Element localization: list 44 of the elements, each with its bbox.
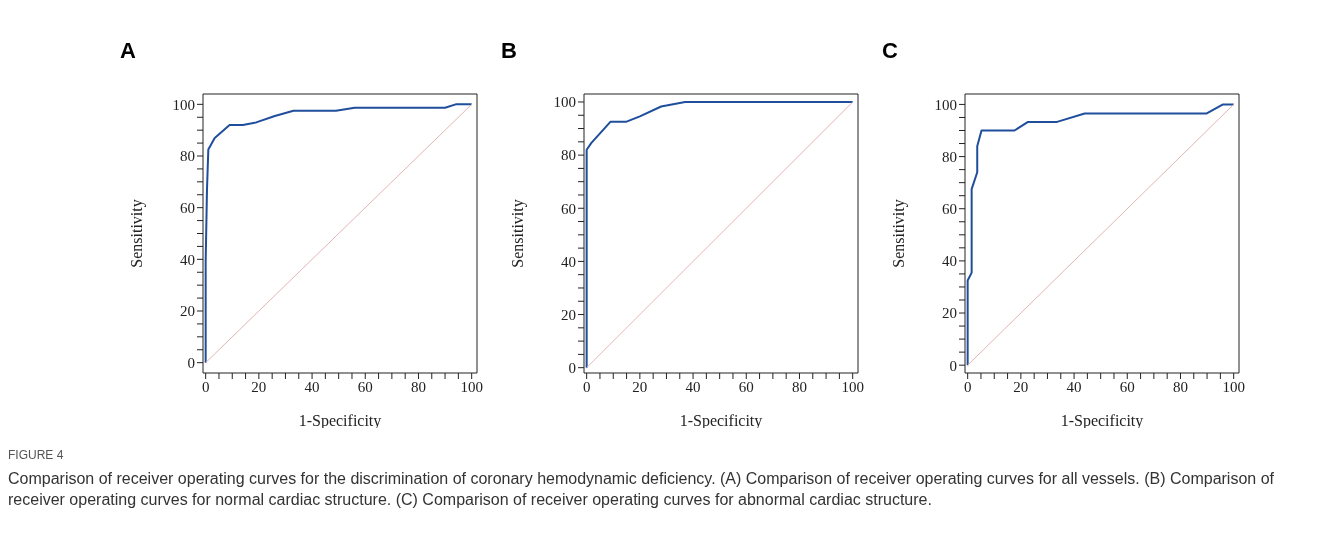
y-tick-label: 0 (187, 354, 195, 371)
caption: FIGURE 4 (8, 448, 65, 462)
x-tick-label: 40 (1066, 378, 1082, 395)
y-axis-title: Sensitivity (508, 199, 527, 268)
x-tick-label: 20 (632, 378, 648, 395)
y-tick-label: 0 (949, 357, 957, 374)
y-tick-label: 20 (942, 305, 957, 322)
y-tick-label: 80 (561, 147, 576, 164)
y-tick-label: 100 (553, 94, 576, 111)
x-tick-label: 100 (1222, 378, 1245, 395)
chart-title: B (501, 38, 517, 64)
x-tick-label: 60 (738, 378, 754, 395)
y-tick-label: 100 (172, 96, 195, 113)
y-tick-label: 20 (180, 303, 195, 320)
x-tick-label: 60 (357, 378, 373, 395)
x-tick-label: 80 (791, 378, 807, 395)
x-tick-label: 0 (201, 378, 210, 395)
x-tick-label: 20 (251, 378, 267, 395)
y-tick-label: 100 (934, 96, 957, 113)
x-tick-label: 60 (1119, 378, 1135, 395)
x-tick-label: 100 (460, 378, 483, 395)
y-tick-label: 60 (180, 199, 195, 216)
y-axis-title: Sensitivity (127, 199, 146, 268)
x-tick-label: 0 (582, 378, 591, 395)
x-tick-label: 100 (841, 378, 864, 395)
chart-title: C (882, 38, 898, 64)
y-tick-label: 80 (942, 148, 957, 165)
x-tick-label: 80 (1172, 378, 1188, 395)
y-tick-label: 40 (942, 253, 957, 270)
y-tick-label: 60 (942, 201, 957, 218)
x-tick-label: 40 (304, 378, 320, 395)
x-tick-label: 0 (963, 378, 972, 395)
y-tick-label: 40 (180, 251, 195, 268)
y-axis-title: Sensitivity (889, 199, 908, 268)
y-tick-label: 80 (180, 148, 195, 165)
x-tick-label: 20 (1013, 378, 1029, 395)
y-tick-label: 20 (561, 306, 576, 323)
x-tick-label: 80 (410, 378, 426, 395)
chart-title: A (120, 38, 136, 64)
text: Comparison of receiver operating curves for the discrimination of coronary hemodynamic deficiency. (A) Comparison of receiver operating curves for all vessels. (B) Comparison of receiver operating curves for normal cardiac structure. (C) Comparison of receiver operating curves for abnormal cardiac structure. (8, 469, 1275, 510)
y-tick-label: 60 (561, 200, 576, 217)
x-tick-label: 40 (685, 378, 701, 395)
y-tick-label: 40 (561, 253, 576, 270)
y-tick-label: 0 (568, 360, 576, 377)
